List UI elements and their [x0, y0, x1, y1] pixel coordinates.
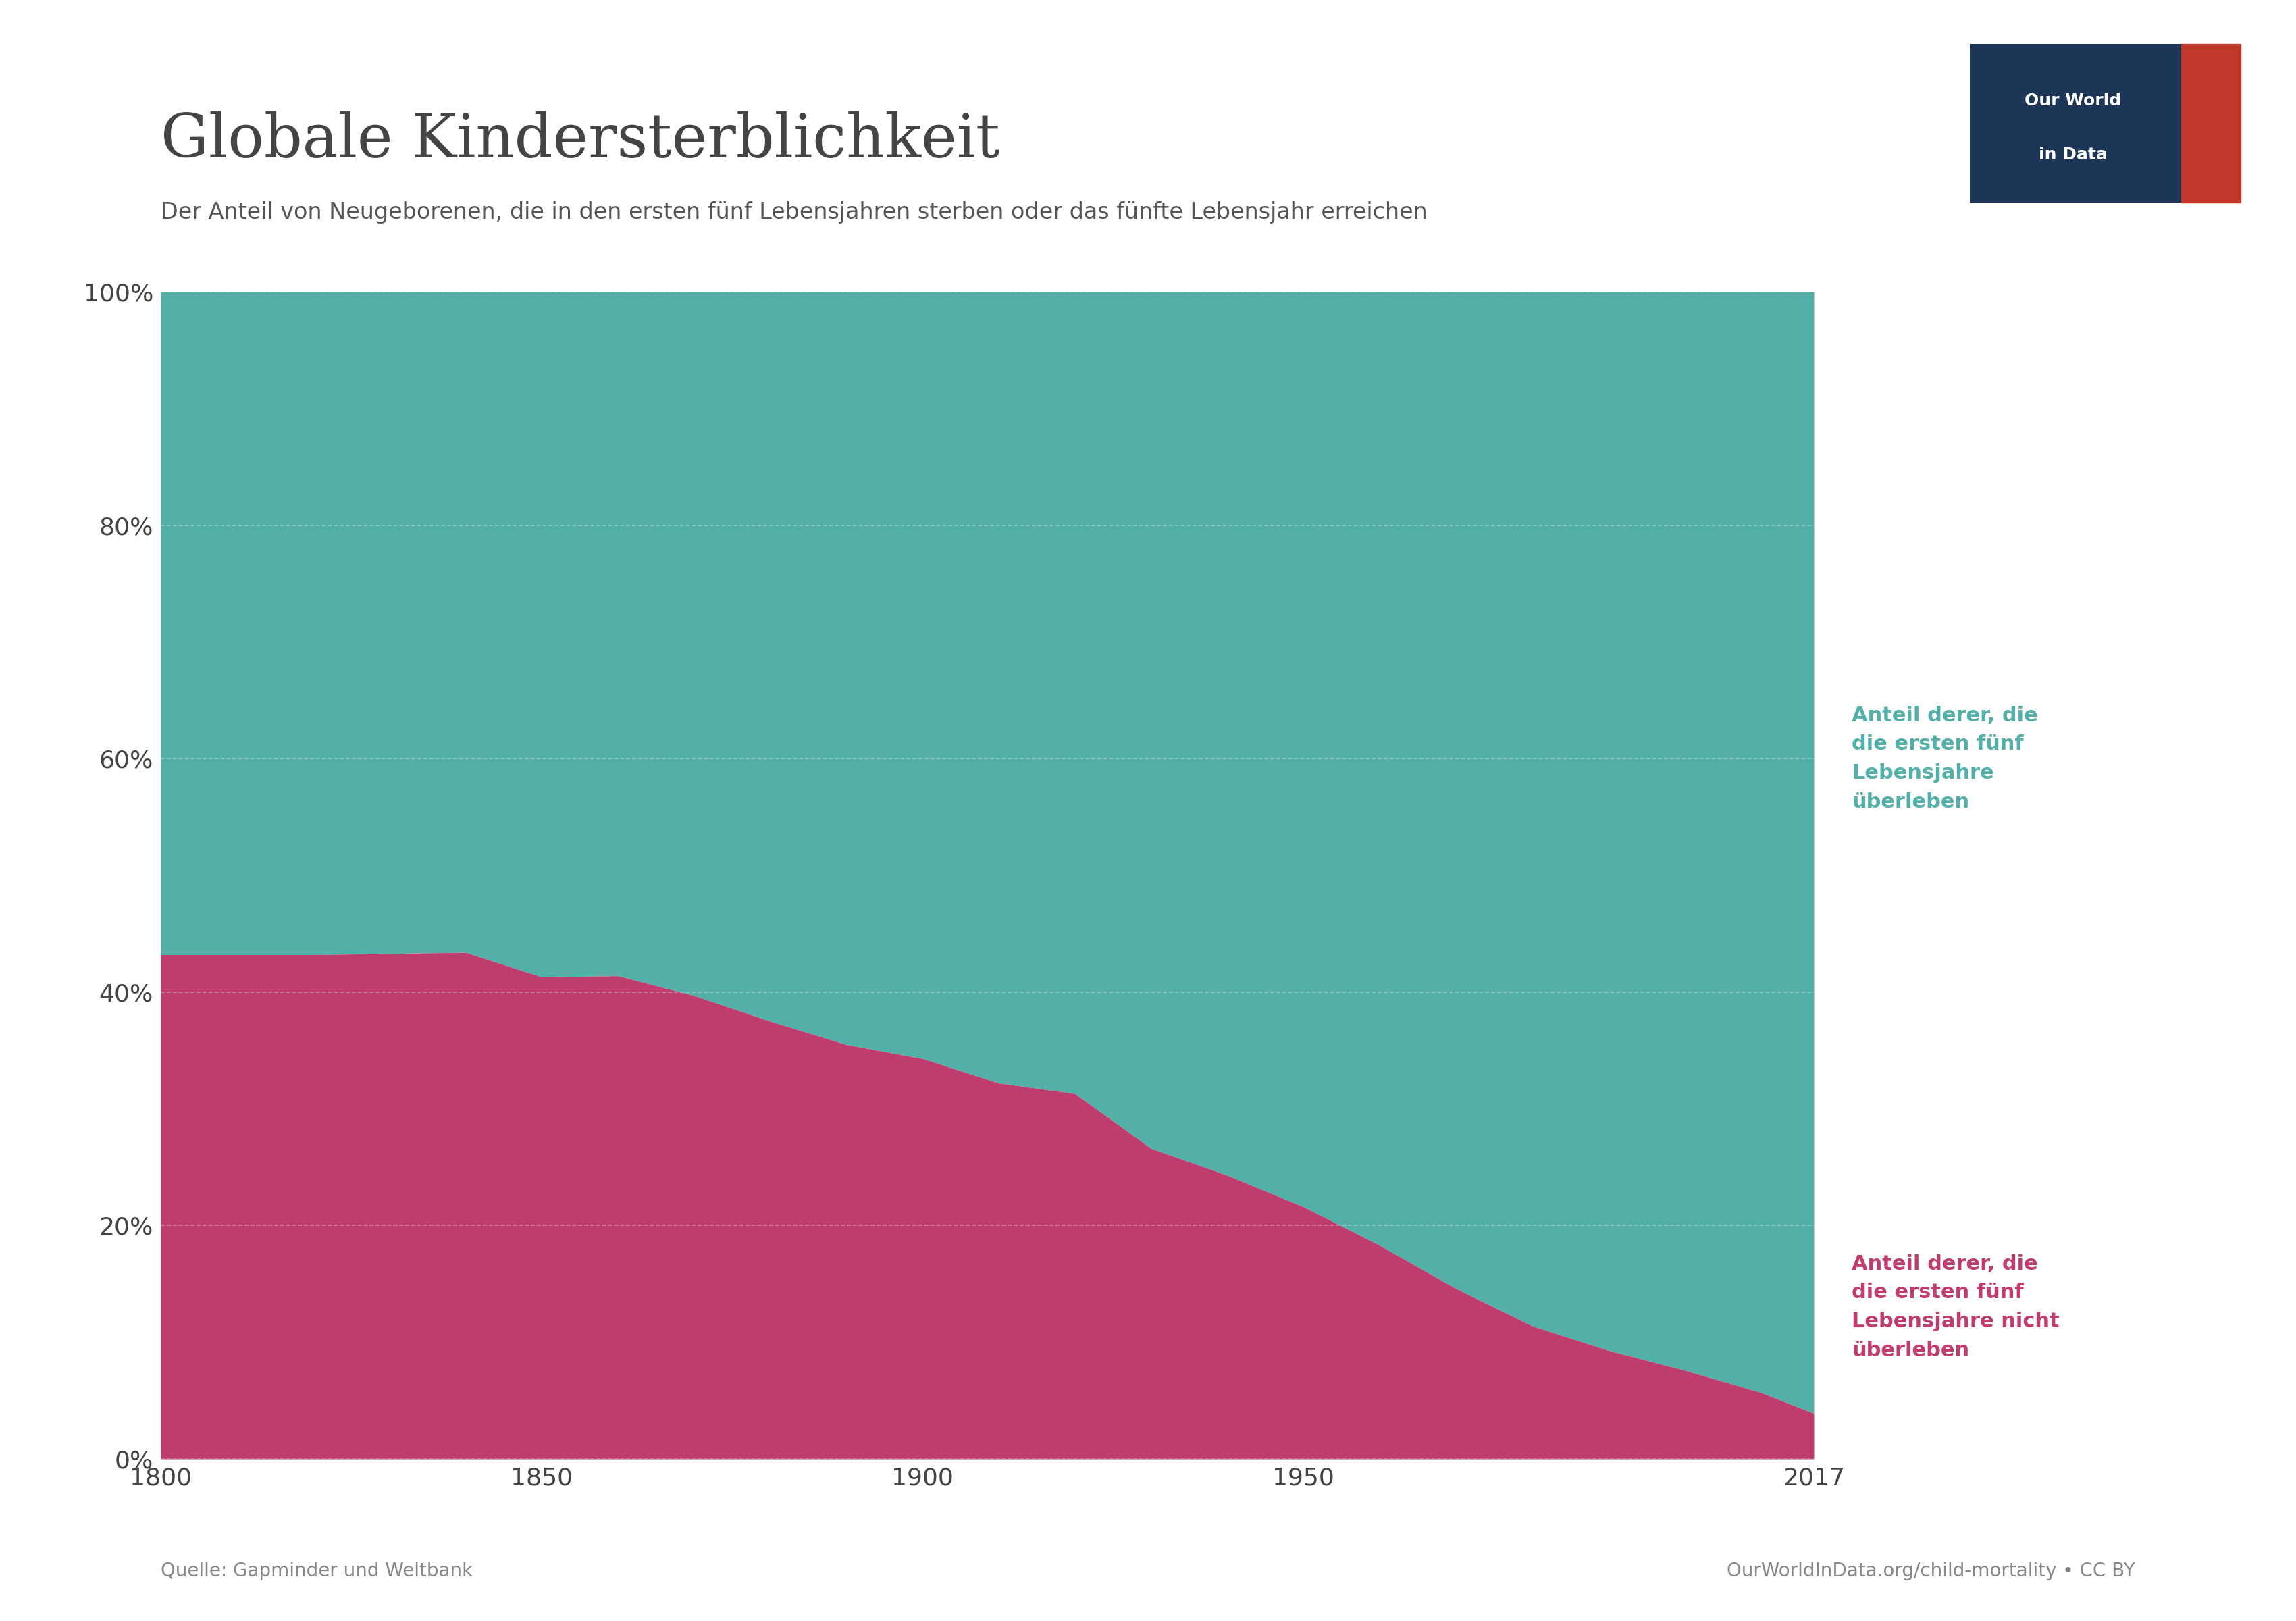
Text: Globale Kindersterblichkeit: Globale Kindersterblichkeit: [161, 112, 999, 170]
Text: Our World: Our World: [2025, 92, 2122, 109]
Bar: [2181, 44, 2241, 203]
Text: OurWorldInData.org/child-mortality • CC BY: OurWorldInData.org/child-mortality • CC …: [1727, 1561, 2135, 1580]
Text: Der Anteil von Neugeborenen, die in den ersten fünf Lebensjahren sterben oder da: Der Anteil von Neugeborenen, die in den …: [161, 201, 1428, 224]
Text: Anteil derer, die
die ersten fünf
Lebensjahre nicht
überleben: Anteil derer, die die ersten fünf Lebens…: [1853, 1255, 2060, 1360]
Text: Anteil derer, die
die ersten fünf
Lebensjahre
überleben: Anteil derer, die die ersten fünf Lebens…: [1853, 705, 2039, 812]
Text: Quelle: Gapminder und Weltbank: Quelle: Gapminder und Weltbank: [161, 1561, 473, 1580]
Text: in Data: in Data: [2039, 148, 2108, 164]
